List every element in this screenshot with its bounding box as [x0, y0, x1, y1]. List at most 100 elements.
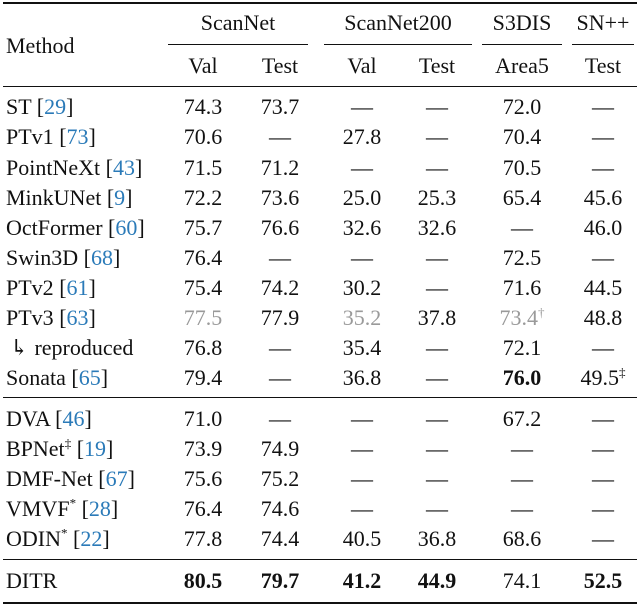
- table-cell: —: [426, 155, 448, 181]
- table-cell: 74.6: [261, 496, 300, 522]
- group-header-snpp: SN++: [576, 10, 630, 35]
- table-cell: 35.4: [343, 335, 382, 361]
- method-cell: Sonata [65]: [6, 365, 109, 390]
- cell-value: 74.3: [183, 94, 223, 119]
- reproduced-arrow-icon: ↳: [10, 335, 29, 360]
- sub-header-s3dis-area5: Area5: [495, 53, 549, 78]
- cell-mark: †: [538, 304, 545, 320]
- citation-link: 19: [84, 436, 107, 461]
- table-cell: 77.5: [184, 305, 223, 331]
- table-cell: —: [269, 406, 291, 432]
- cell-value: 71.5: [183, 155, 223, 180]
- cell-value: 73.7: [260, 94, 300, 119]
- table-cell: —: [426, 406, 448, 432]
- table-cell: 35.2: [343, 305, 382, 331]
- scannet-cmidrule: [168, 44, 308, 46]
- table-cell: 40.5: [343, 526, 382, 552]
- table-cell: 25.0: [343, 185, 382, 211]
- method-cell: MinkUNet [9]: [6, 185, 133, 210]
- table-cell: —: [426, 436, 448, 462]
- cell-value: 72.5: [502, 245, 542, 270]
- table-cell: 73.9: [184, 436, 223, 462]
- table-cell: 68.6: [503, 526, 542, 552]
- table-cell: —: [269, 365, 291, 391]
- table-cell: —: [592, 335, 614, 361]
- table-cell: 71.2: [261, 155, 300, 181]
- method-cell: OctFormer [60]: [6, 215, 145, 240]
- cell-value: —: [511, 466, 533, 491]
- table-cell: 73.7: [261, 94, 300, 120]
- table-cell: —: [269, 124, 291, 150]
- table-cell: —: [426, 275, 448, 301]
- table-cell: —: [269, 245, 291, 271]
- table-cell: 48.8: [584, 305, 623, 331]
- cell-value: —: [592, 124, 614, 149]
- cell-value: 74.2: [260, 275, 300, 300]
- cell-value: 71.2: [260, 155, 300, 180]
- cell-value: 74.9: [260, 436, 300, 461]
- cell-value: 79.7: [260, 568, 300, 593]
- cell-value: 76.4: [183, 245, 223, 270]
- cell-value: —: [351, 406, 373, 431]
- cell-value: —: [592, 526, 614, 551]
- table-cell: —: [351, 466, 373, 492]
- cell-value: —: [426, 124, 448, 149]
- citation-link: 43: [112, 155, 135, 180]
- table-cell: —: [592, 466, 614, 492]
- cell-value: 25.0: [342, 185, 382, 210]
- table-cell: 74.9: [261, 436, 300, 462]
- cell-value: 36.8: [417, 526, 457, 551]
- table-cell: —: [351, 406, 373, 432]
- cell-value: 72.1: [502, 335, 542, 360]
- table-cell: —: [592, 526, 614, 552]
- cell-value: 77.8: [183, 526, 223, 551]
- cell-value: —: [351, 436, 373, 461]
- table-cell: —: [511, 496, 533, 522]
- cell-value: 67.2: [502, 406, 542, 431]
- method-name: VMVF: [6, 496, 70, 521]
- cell-value: 46.0: [583, 215, 623, 240]
- table-cell: 36.8: [418, 526, 457, 552]
- cell-value: 36.8: [342, 365, 382, 390]
- cell-value: 44.5: [583, 275, 623, 300]
- cell-value: 70.5: [502, 155, 542, 180]
- citation-link: 9: [114, 185, 126, 210]
- table-cell: —: [592, 496, 614, 522]
- table-cell: 70.6: [184, 124, 223, 150]
- table-cell: 77.8: [184, 526, 223, 552]
- cell-value: —: [426, 94, 448, 119]
- table-cell: 75.6: [184, 466, 223, 492]
- group-separator-rule: [3, 397, 637, 399]
- cell-value: —: [592, 436, 614, 461]
- table-cell: 70.4: [503, 124, 542, 150]
- cell-value: —: [269, 335, 291, 360]
- method-cell: PTv3 [63]: [6, 305, 96, 330]
- method-name: ODIN: [6, 526, 61, 551]
- snpp-cmidrule: [572, 44, 634, 46]
- citation-link: 22: [80, 526, 103, 551]
- cell-value: 77.9: [260, 305, 300, 330]
- cell-value: —: [351, 245, 373, 270]
- table-cell: 76.4: [184, 245, 223, 271]
- table-cell: 25.3: [418, 185, 457, 211]
- table-cell: —: [269, 335, 291, 361]
- table-cell: —: [426, 365, 448, 391]
- group-header-scannet200: ScanNet200: [344, 10, 452, 35]
- sub-header-snpp-test: Test: [584, 53, 622, 78]
- cell-value: 30.2: [342, 275, 382, 300]
- method-mark: *: [61, 525, 68, 541]
- table-cell: —: [351, 436, 373, 462]
- method-cell: ST [29]: [6, 94, 74, 119]
- sub-header-scannet200-val: Val: [347, 53, 377, 78]
- cell-value: 71.6: [502, 275, 542, 300]
- table-cell: 32.6: [343, 215, 382, 241]
- cell-value: 32.6: [417, 215, 457, 240]
- method-name: ST: [6, 94, 32, 119]
- table-cell: —: [592, 124, 614, 150]
- table-cell: 71.5: [184, 155, 223, 181]
- table-cell: 52.5: [584, 568, 623, 594]
- cell-value: —: [351, 155, 373, 180]
- top-rule: [3, 2, 637, 4]
- table-cell: 75.4: [184, 275, 223, 301]
- cell-value: —: [426, 155, 448, 180]
